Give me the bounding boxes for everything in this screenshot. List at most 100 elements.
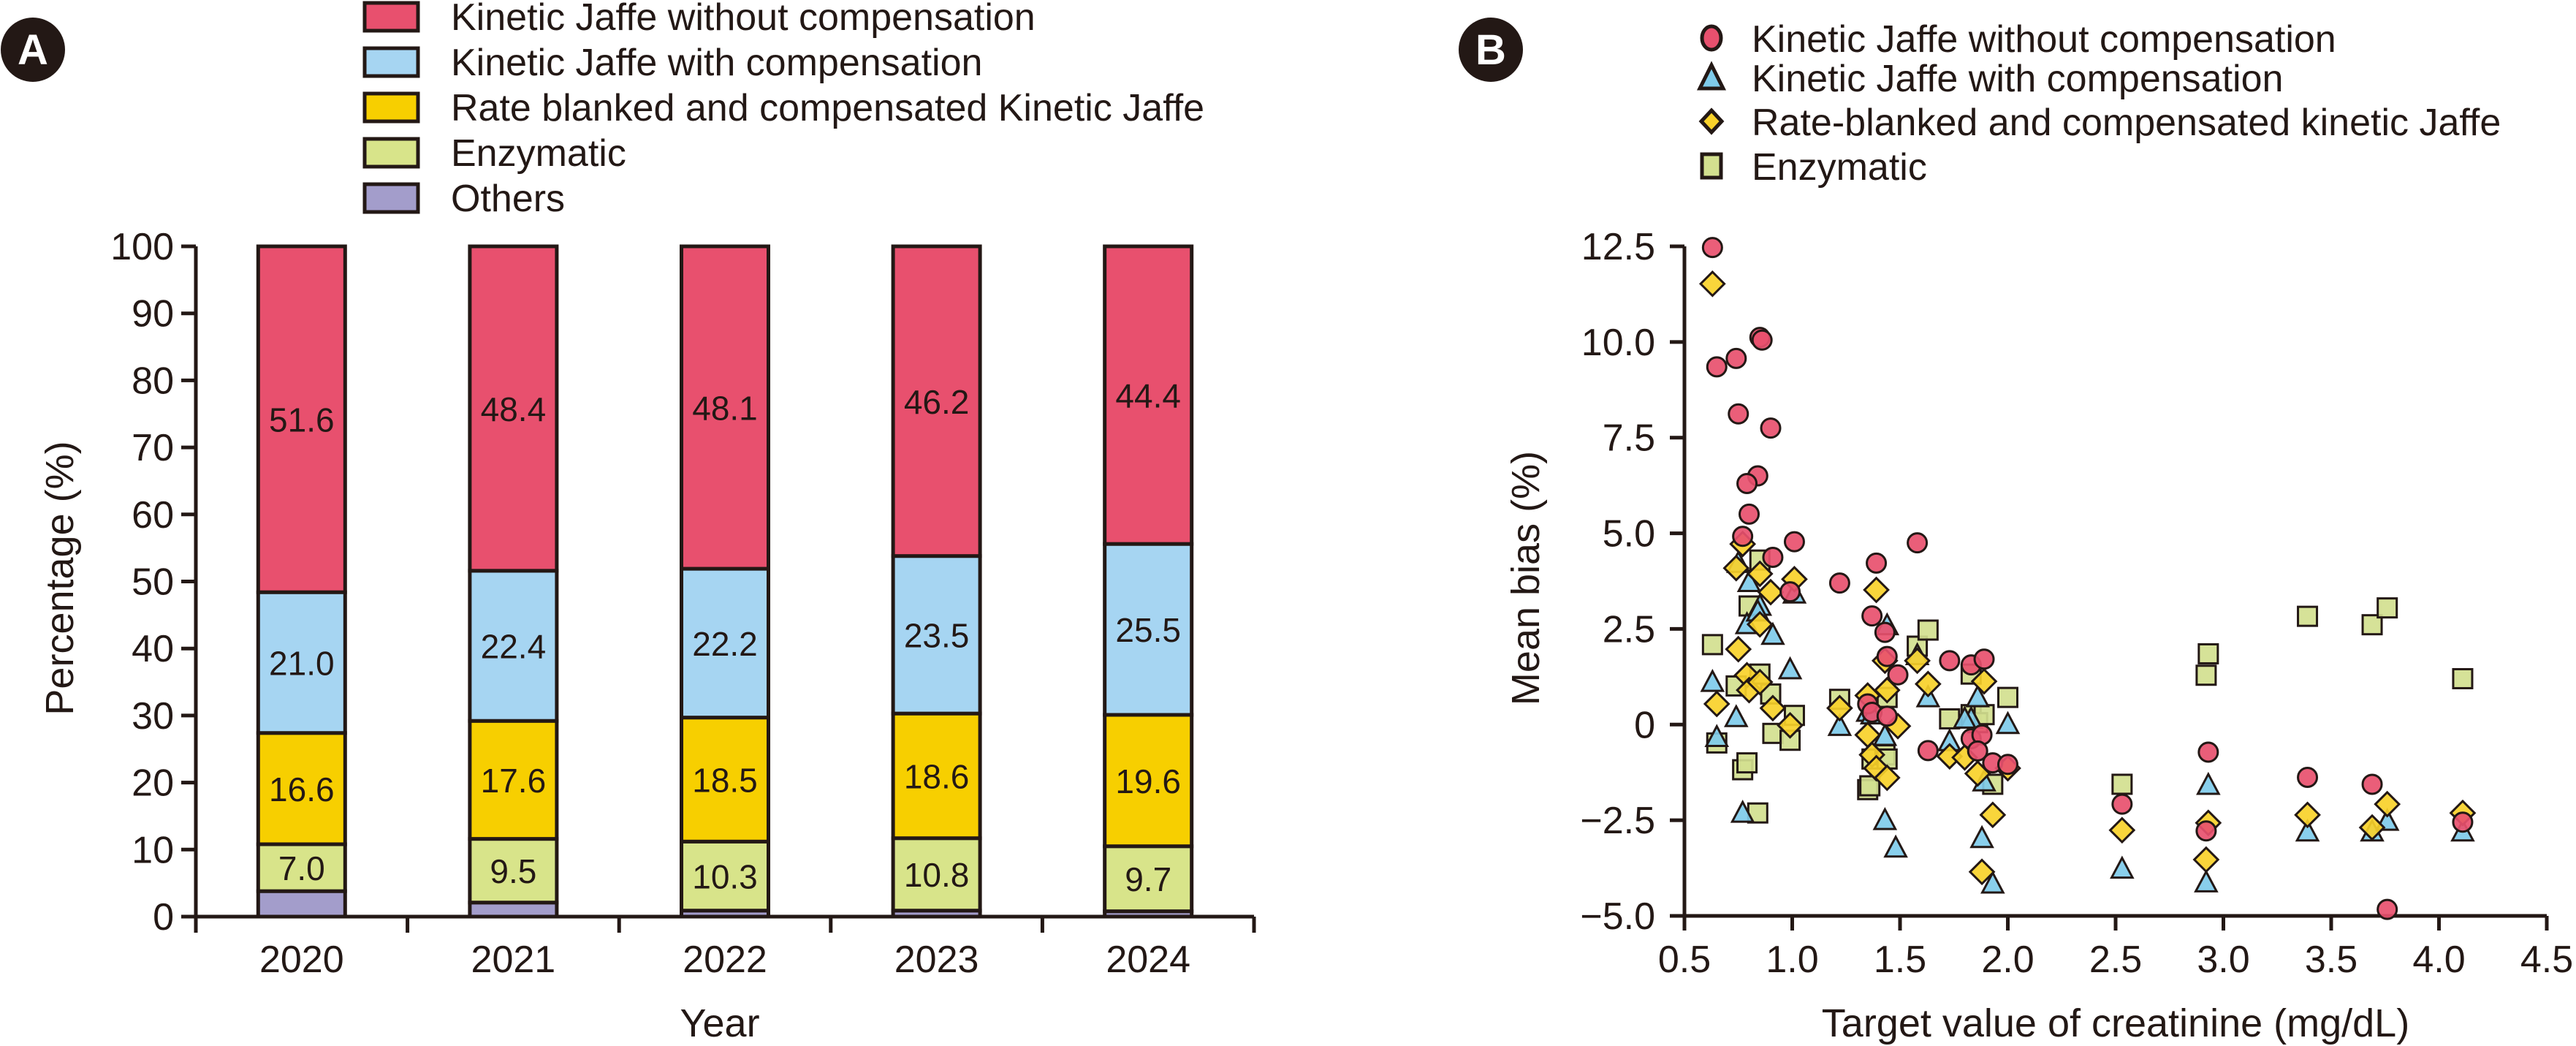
data-point-diamond [1873,764,1901,792]
data-point-circle [1739,503,1760,525]
data-point-circle [1725,347,1747,369]
data-point-diamond [1746,668,1774,696]
bar-segment [1103,542,1194,717]
axes: −5.0 −2.5 0 2.5 5.0 7.5 10.0 12.5 0.5 1.0 1.5 2.0 2.… [1580,226,2573,981]
data-point-circle [2376,898,2398,920]
data-point-triangle [1980,870,2005,894]
data-point-triangle [2110,855,2135,879]
legend-label: Kinetic Jaffe with compensation [451,42,982,84]
y-tick-label: 20 [132,762,174,805]
data-point-triangle [1760,621,1785,645]
data-point-diamond [1777,711,1804,739]
data-point-diamond [1863,576,1890,604]
bar-segment [256,889,347,919]
data-point-circle [2195,820,2217,842]
legend-item: Kinetic Jaffe without compensation [362,0,1036,39]
y-tick-label: 100 [110,226,174,268]
legend-swatch [362,182,420,214]
data-point-diamond [1914,670,1942,698]
legend-item: Rate-blanked and compensated kinetic Jaf… [1698,102,2501,144]
data-point-triangle [1952,705,1977,729]
data-point-diamond [1703,690,1730,718]
bar-value-label: 9.5 [490,852,536,890]
data-point-circle [1997,754,2018,776]
triangle-marker-icon [1696,61,1727,91]
data-point-circle [1874,621,1896,643]
data-point-triangle [1995,710,2021,735]
data-point-diamond [2358,814,2386,841]
y-tick-label: 80 [132,360,174,402]
x-tick-label: 2.0 [1981,939,2034,981]
x-tick-label: 2.5 [2089,939,2142,981]
x-axis-title: Year [680,1001,759,1045]
badge-label: A [18,26,48,74]
diamond-marker-icon [1698,107,1725,135]
bar-value-label: 44.4 [1115,377,1181,415]
y-tick-label: 2.5 [1603,608,1655,651]
x-tick-label: 2021 [471,939,556,981]
bar-value-label: 16.6 [269,770,335,808]
panel-a-bar-chart: A Kinetic Jaffe without compensationKine… [1,0,1256,1045]
y-tick-label: 10 [132,829,174,871]
data-point-circle [1783,531,1805,553]
bar-segment [468,719,559,841]
legend-item: Rate blanked and compensated Kinetic Jaf… [362,87,1204,129]
data-point-diamond [1759,694,1787,722]
x-tick-label: 2020 [259,939,344,981]
y-tick-label: −2.5 [1580,800,1655,842]
bar-value-label: 48.4 [481,390,547,428]
x-tick-label: 2023 [894,939,979,981]
x-tick-label: 3.0 [2197,939,2249,981]
data-point-triangle [2194,869,2219,892]
data-point-square [2197,643,2219,664]
y-tick-label: 5.0 [1603,513,1655,556]
legend-item: Kinetic Jaffe without compensation [1700,18,2336,61]
data-point-circle [1887,664,1909,686]
scatter-marks [1698,237,2477,920]
data-point-circle [1861,605,1883,627]
data-point-diamond [1698,270,1726,297]
data-point-circle [1828,572,1850,594]
data-point-triangle [1730,800,1755,823]
data-point-circle [1876,705,1898,727]
bar-value-label: 7.0 [278,849,325,887]
series-diamond [1698,270,2477,886]
badge-circle [1,18,65,82]
data-point-diamond [1746,560,1774,588]
legend-label: Kinetic Jaffe with compensation [1752,58,2283,100]
bar-segment [680,839,770,913]
bar-segment [468,244,559,573]
bar-value-label: 46.2 [904,383,970,421]
x-tick-label: 2024 [1106,939,1190,981]
legend-item: Enzymatic [1700,146,1927,189]
bar-value-label: 10.8 [904,856,970,894]
panel-b-badge: B [1459,18,1523,82]
data-point-circle [1736,473,1758,495]
data-point-triangle [1872,806,1898,830]
legend-item: Kinetic Jaffe with compensation [362,42,982,84]
bar-stack: 9.7 19.6 25.5 44.4 2024 [1103,244,1194,981]
bar-segment [891,711,982,841]
data-point-circle [1728,403,1749,425]
bar-segment [256,590,347,735]
data-point-triangle [2295,818,2320,842]
data-point-square [2376,597,2398,619]
data-point-diamond [1970,667,1998,695]
data-point-triangle [1704,724,1730,748]
y-tick-label: 40 [132,628,174,670]
data-point-circle [2361,773,2383,795]
data-point-diamond [1725,635,1752,663]
y-tick-label: 10.0 [1581,322,1655,364]
legend-item: Enzymatic [362,132,626,175]
bar-segment [468,569,559,723]
series-square [1701,549,2474,824]
panel-b-scatter-chart: B Kinetic Jaffe without compensationKine… [1459,18,2573,1045]
legend-label: Kinetic Jaffe without compensation [1752,18,2336,61]
data-point-square [2111,773,2133,795]
data-point-triangle [1827,713,1853,736]
data-point-diamond [1826,694,1853,722]
data-point-diamond [1746,610,1774,638]
data-point-triangle [1724,704,1749,727]
data-point-circle [1939,650,1961,672]
data-point-triangle [2196,771,2221,795]
